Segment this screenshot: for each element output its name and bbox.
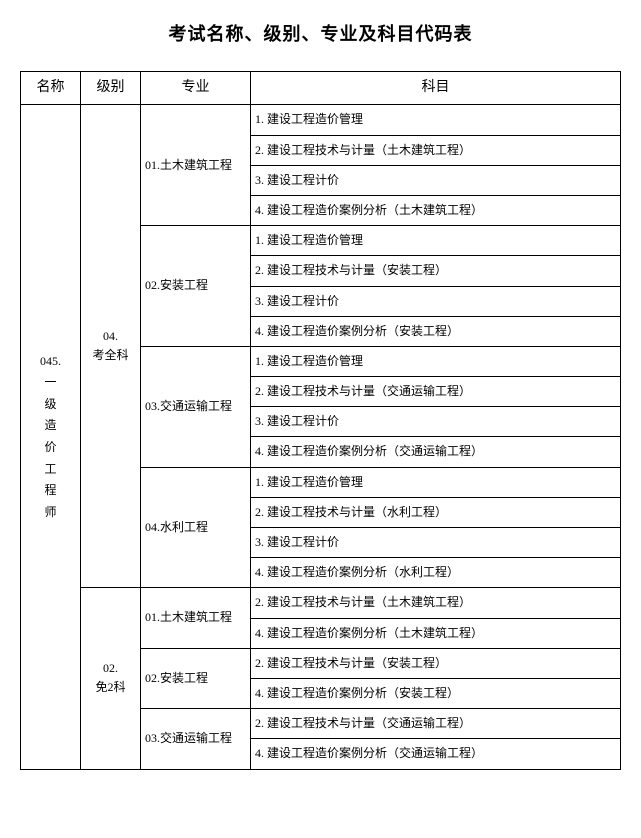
- header-major: 专业: [141, 72, 251, 105]
- cell-major: 01.土木建筑工程: [141, 588, 251, 648]
- cell-subject: 2. 建设工程技术与计量（土木建筑工程）: [251, 588, 621, 618]
- cell-major: 02.安装工程: [141, 648, 251, 708]
- cell-major: 02.安装工程: [141, 226, 251, 347]
- cell-subject: 1. 建设工程造价管理: [251, 346, 621, 376]
- table-header-row: 名称 级别 专业 科目: [21, 72, 621, 105]
- name-text: 一级造价工程师: [25, 372, 76, 523]
- cell-subject: 2. 建设工程技术与计量（交通运输工程）: [251, 709, 621, 739]
- cell-subject: 4. 建设工程造价案例分析（水利工程）: [251, 558, 621, 588]
- cell-name: 045. 一级造价工程师: [21, 105, 81, 769]
- cell-level: 04.考全科: [81, 105, 141, 588]
- cell-subject: 4. 建设工程造价案例分析（土木建筑工程）: [251, 195, 621, 225]
- cell-subject: 4. 建设工程造价案例分析（土木建筑工程）: [251, 618, 621, 648]
- cell-subject: 3. 建设工程计价: [251, 165, 621, 195]
- cell-level: 02.免2科: [81, 588, 141, 769]
- header-level: 级别: [81, 72, 141, 105]
- table-row: 045. 一级造价工程师 04.考全科 01.土木建筑工程 1. 建设工程造价管…: [21, 105, 621, 135]
- cell-subject: 2. 建设工程技术与计量（交通运输工程）: [251, 377, 621, 407]
- code-table: 名称 级别 专业 科目 045. 一级造价工程师 04.考全科 01.土木建筑工…: [20, 71, 621, 770]
- cell-major: 03.交通运输工程: [141, 346, 251, 467]
- cell-subject: 4. 建设工程造价案例分析（交通运输工程）: [251, 437, 621, 467]
- cell-subject: 1. 建设工程造价管理: [251, 105, 621, 135]
- cell-subject: 2. 建设工程技术与计量（安装工程）: [251, 648, 621, 678]
- cell-subject: 3. 建设工程计价: [251, 286, 621, 316]
- cell-subject: 1. 建设工程造价管理: [251, 467, 621, 497]
- name-code: 045.: [25, 351, 76, 373]
- cell-subject: 3. 建设工程计价: [251, 528, 621, 558]
- cell-subject: 2. 建设工程技术与计量（土木建筑工程）: [251, 135, 621, 165]
- header-subject: 科目: [251, 72, 621, 105]
- cell-major: 04.水利工程: [141, 467, 251, 588]
- cell-subject: 4. 建设工程造价案例分析（交通运输工程）: [251, 739, 621, 769]
- cell-subject: 4. 建设工程造价案例分析（安装工程）: [251, 316, 621, 346]
- cell-subject: 4. 建设工程造价案例分析（安装工程）: [251, 678, 621, 708]
- cell-subject: 2. 建设工程技术与计量（安装工程）: [251, 256, 621, 286]
- header-name: 名称: [21, 72, 81, 105]
- cell-major: 01.土木建筑工程: [141, 105, 251, 226]
- cell-subject: 3. 建设工程计价: [251, 407, 621, 437]
- cell-subject: 2. 建设工程技术与计量（水利工程）: [251, 497, 621, 527]
- page-title: 考试名称、级别、专业及科目代码表: [20, 20, 621, 46]
- cell-subject: 1. 建设工程造价管理: [251, 226, 621, 256]
- table-row: 02.免2科 01.土木建筑工程 2. 建设工程技术与计量（土木建筑工程）: [21, 588, 621, 618]
- cell-major: 03.交通运输工程: [141, 709, 251, 769]
